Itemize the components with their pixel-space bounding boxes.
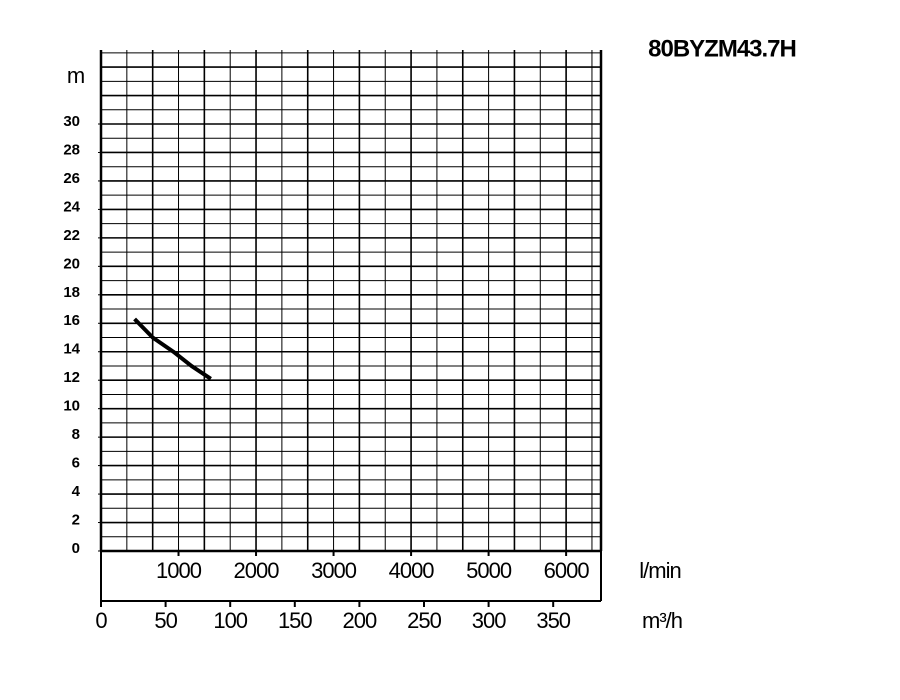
x2-axis-label: l/min (639, 558, 680, 583)
x2-tick-label: 2000 (234, 558, 280, 583)
x-tick-label: 300 (472, 608, 506, 633)
y-tick-label: 10 (63, 398, 80, 415)
y-tick-label: 4 (72, 483, 81, 500)
frame (100, 551, 602, 602)
x-axis-label: m³/h (642, 608, 682, 633)
x2-tick-label: 3000 (311, 558, 357, 583)
y-tick-label: 16 (63, 312, 80, 329)
x-tick-label: 200 (343, 608, 377, 633)
y-tick-label: 0 (72, 540, 80, 557)
curve (133, 317, 212, 381)
x2-tick-label: 1000 (156, 558, 202, 583)
y-tick-label: 8 (72, 426, 80, 443)
x-tick-label: 350 (536, 608, 570, 633)
x-tick-label: 150 (278, 608, 312, 633)
y-axis-label: m (67, 63, 85, 88)
y-tick-label: 18 (63, 284, 80, 301)
x-tick-label: 50 (154, 608, 177, 633)
y-tick-label: 12 (63, 369, 80, 386)
y-tick-label: 28 (63, 141, 80, 158)
y-tick-label: 24 (63, 198, 80, 215)
x-tick-label: 100 (213, 608, 247, 633)
y-tick-label: 2 (72, 512, 80, 529)
y-tick-label: 26 (63, 170, 80, 187)
y-tick-label: 14 (63, 341, 80, 358)
x-tick-label: 250 (407, 608, 441, 633)
x2-tick-label: 5000 (466, 558, 512, 583)
x-tick-label: 0 (95, 608, 107, 633)
chart-title: 80BYZM43.7H (648, 35, 796, 62)
y-tick-label: 6 (72, 455, 80, 472)
x2-tick-label: 6000 (544, 558, 590, 583)
y-tick-label: 22 (63, 227, 80, 244)
x2-tick-label: 4000 (389, 558, 435, 583)
y-tick-label: 30 (63, 113, 80, 130)
y-tick-label: 20 (63, 255, 80, 272)
